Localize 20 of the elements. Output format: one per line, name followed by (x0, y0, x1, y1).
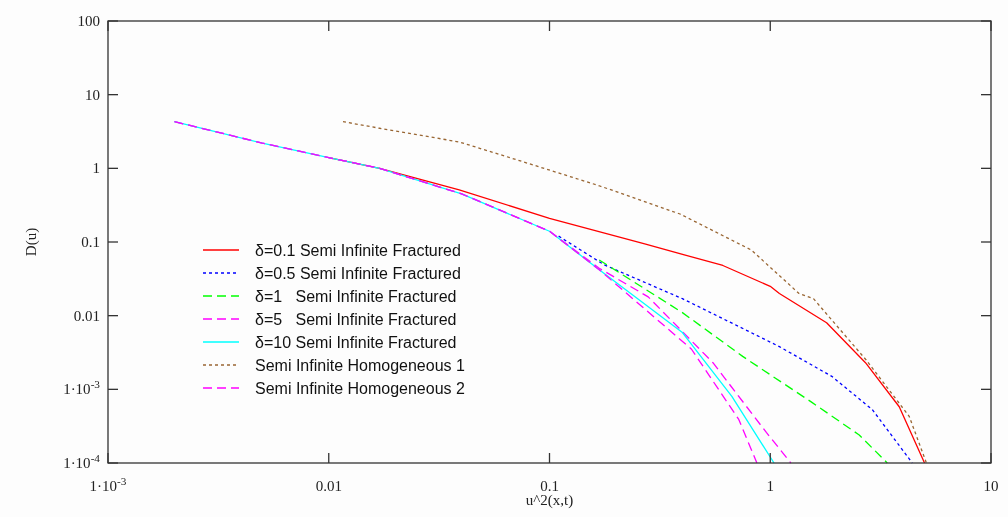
y-tick-label: 0.1 (81, 234, 100, 250)
legend-label: δ=1 Semi Infinite Fractured (255, 288, 457, 305)
x-axis-title: u^2(x,t) (525, 492, 574, 509)
x-tick-label: 0.01 (315, 478, 342, 494)
legend-label: δ=0.5 Semi Infinite Fractured (255, 265, 461, 282)
legend-label: δ=0.1 Semi Infinite Fractured (255, 242, 461, 259)
y-tick-label: 1 (92, 160, 100, 177)
y-tick-label: 10 (85, 86, 100, 103)
x-tick-label: 10 (983, 478, 999, 494)
x-tick-label: 1 (766, 478, 774, 494)
legend-label: δ=10 Semi Infinite Fractured (255, 334, 457, 351)
x-tick-label: 0.1 (540, 478, 559, 494)
legend-label: δ=5 Semi Infinite Fractured (255, 311, 457, 328)
legend-label: Semi Infinite Homogeneous 2 (255, 380, 465, 397)
y-tick-label: 1·10$^{-3}$ (63, 378, 101, 398)
y-tick-label: 0.01 (73, 307, 100, 324)
y-axis-title: D(u) (23, 227, 40, 257)
legend-label: Semi Infinite Homogeneous 1 (255, 357, 465, 374)
y-tick-label: 100 (77, 13, 100, 29)
y-tick-label: 1·10$^{-4}$ (63, 452, 101, 471)
